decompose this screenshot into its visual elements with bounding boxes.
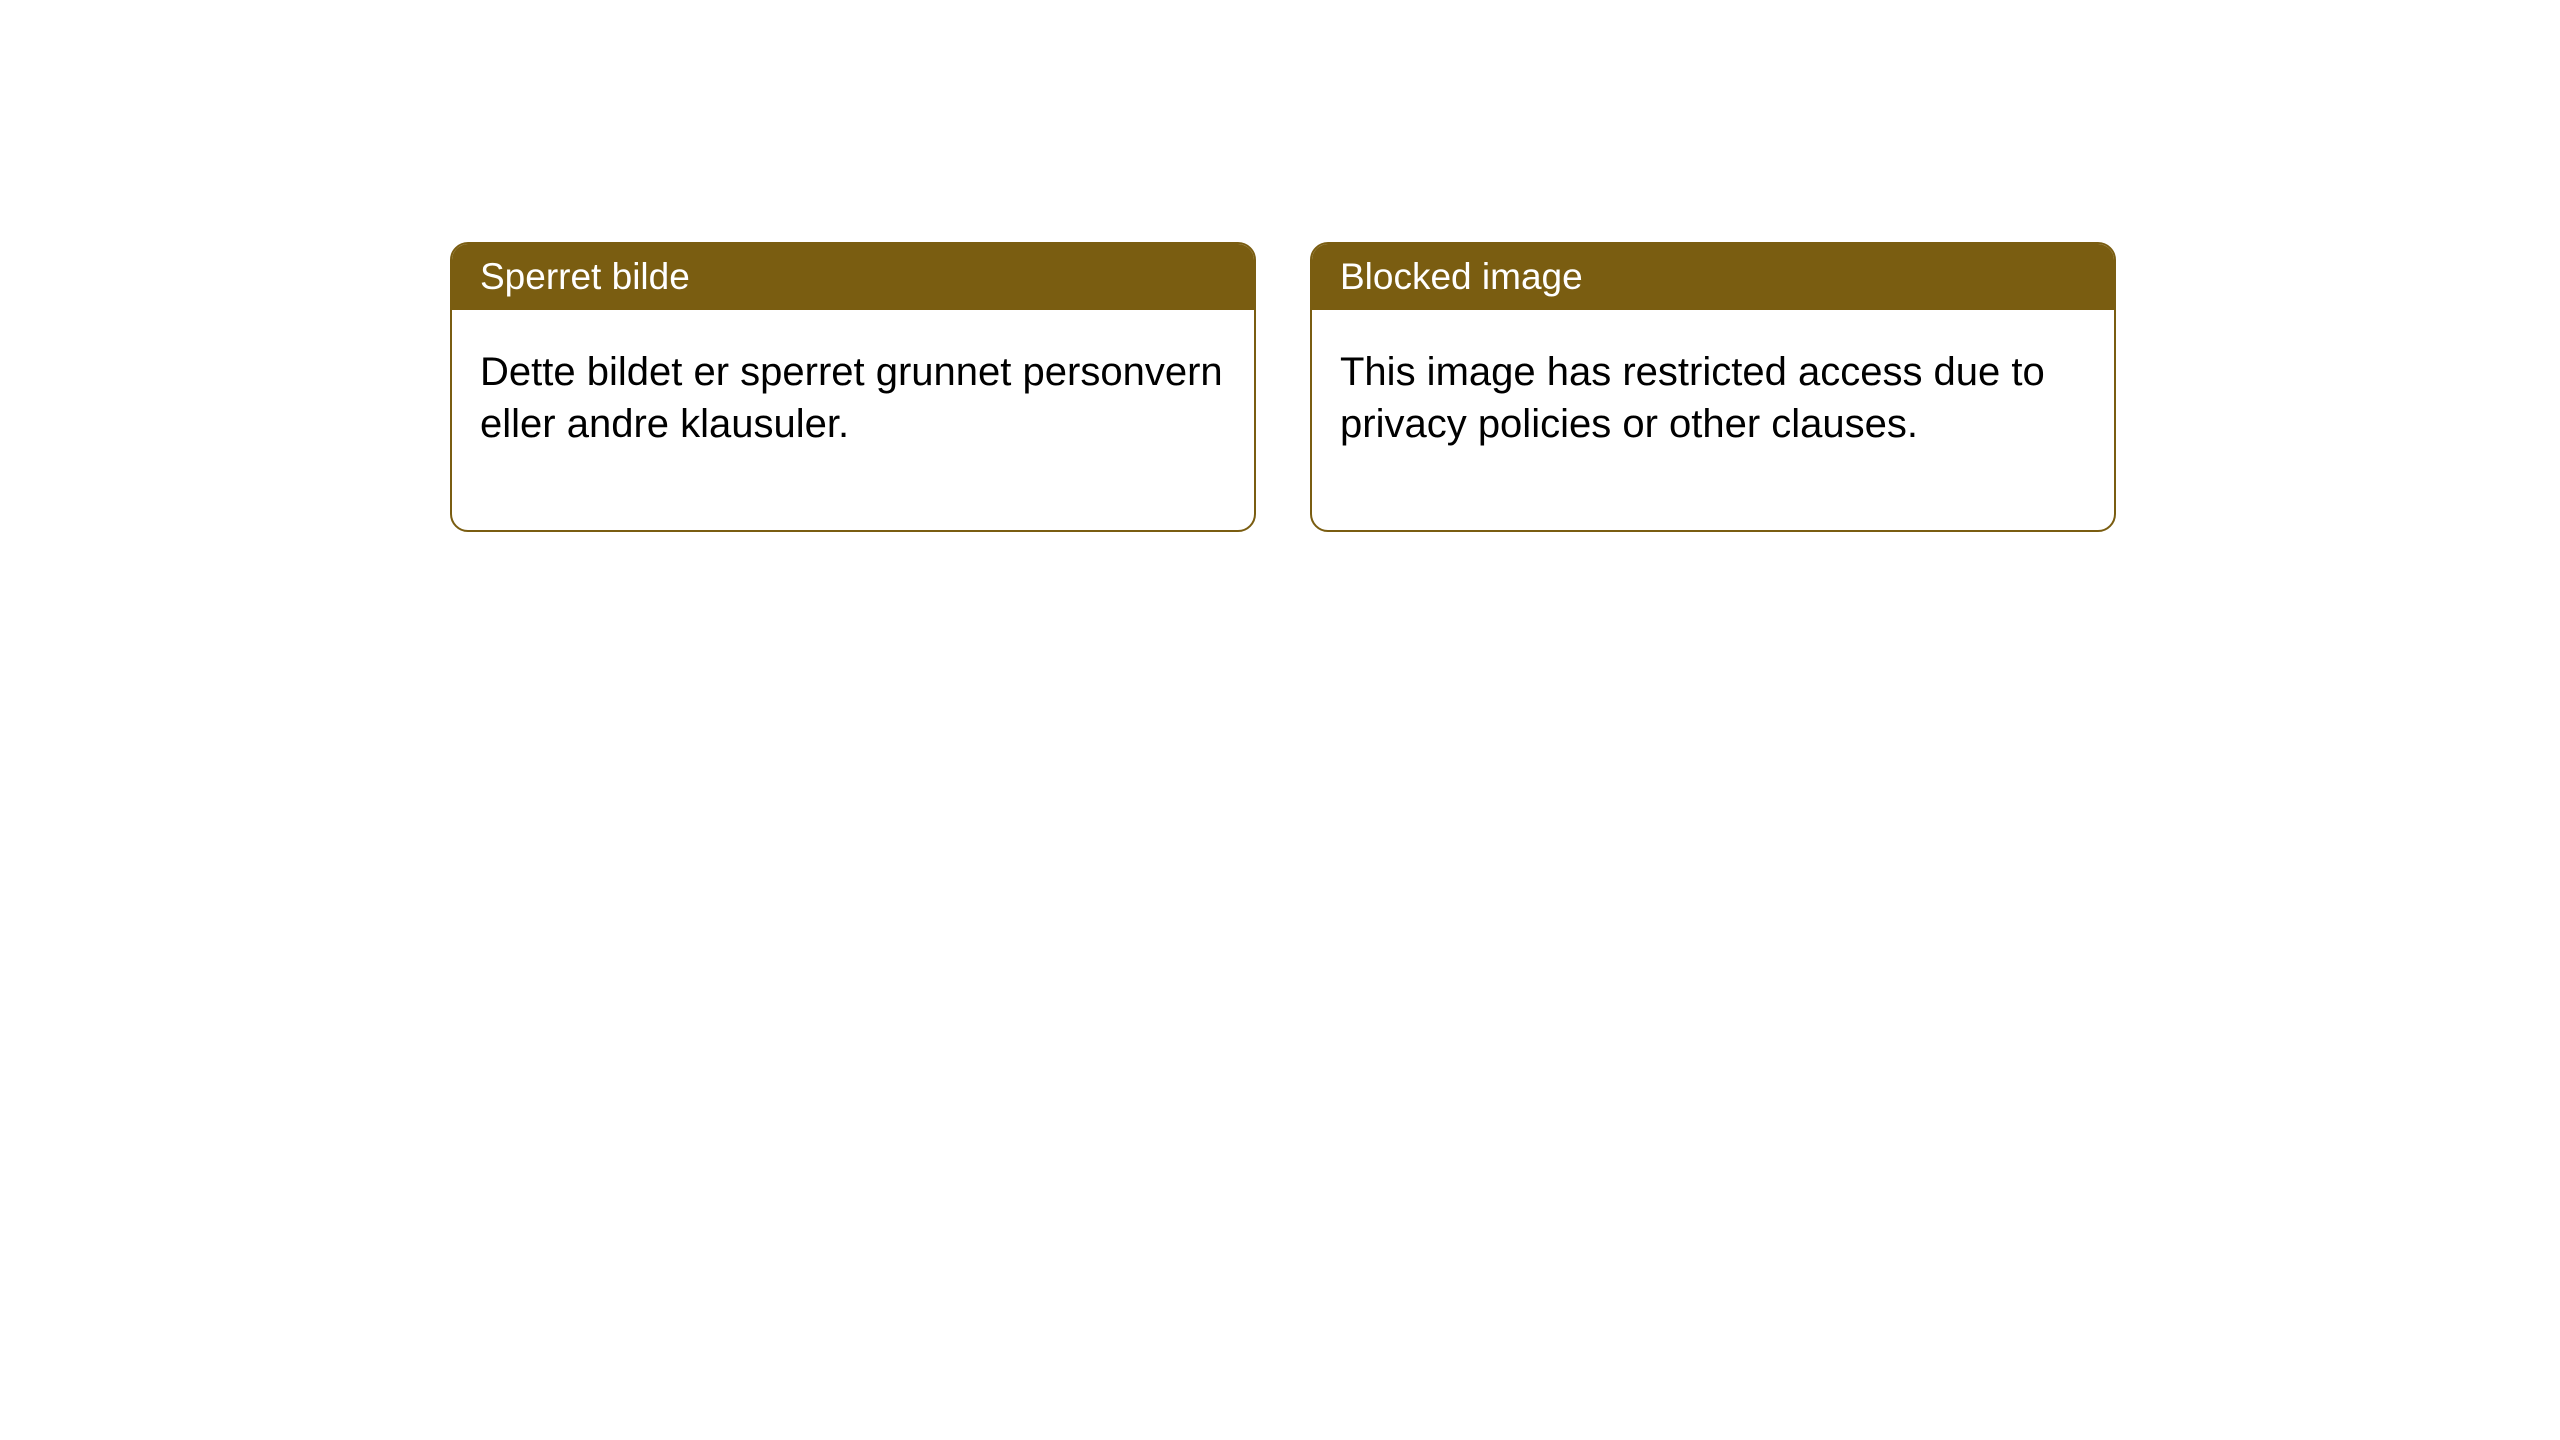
blocked-image-card-en: Blocked image This image has restricted …	[1310, 242, 2116, 532]
card-body-text: Dette bildet er sperret grunnet personve…	[480, 350, 1223, 446]
card-header: Sperret bilde	[452, 244, 1254, 310]
card-header: Blocked image	[1312, 244, 2114, 310]
card-title: Sperret bilde	[480, 256, 690, 297]
card-body: This image has restricted access due to …	[1312, 310, 2114, 530]
card-title: Blocked image	[1340, 256, 1583, 297]
cards-container: Sperret bilde Dette bildet er sperret gr…	[0, 0, 2560, 532]
blocked-image-card-no: Sperret bilde Dette bildet er sperret gr…	[450, 242, 1256, 532]
card-body: Dette bildet er sperret grunnet personve…	[452, 310, 1254, 530]
card-body-text: This image has restricted access due to …	[1340, 350, 2045, 446]
